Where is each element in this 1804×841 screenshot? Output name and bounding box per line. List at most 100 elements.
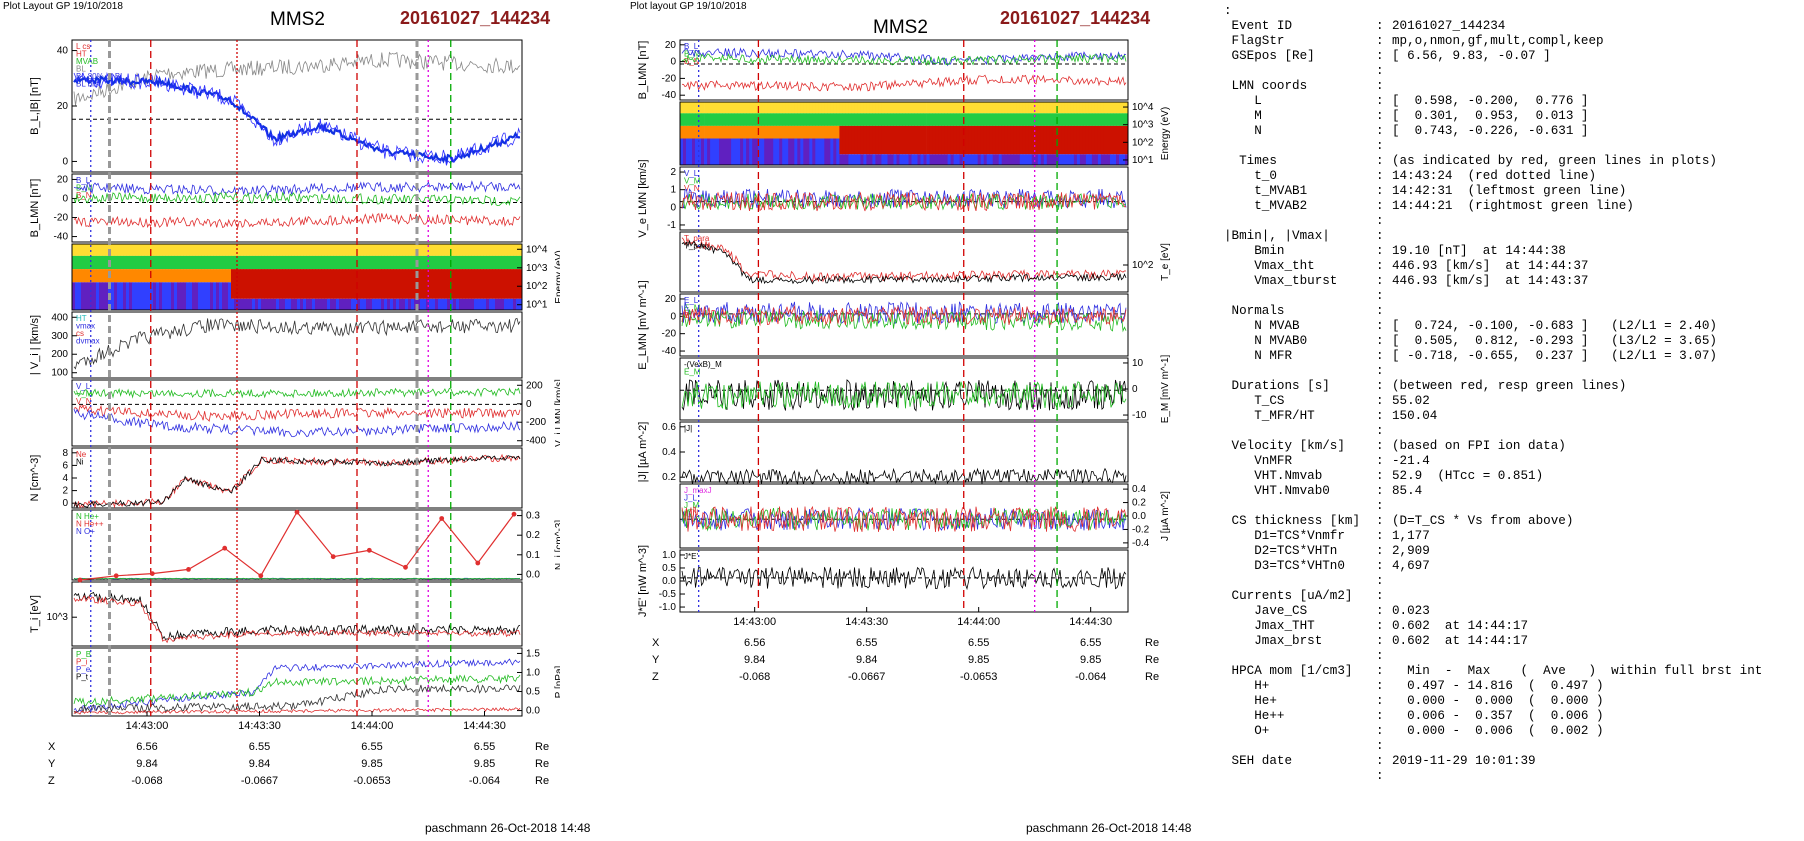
spectrogram-cell [501,255,505,270]
spectrogram-cell [800,125,804,139]
y-tick-label: 0.4 [1132,484,1146,495]
y-tick-label: 10^1 [1132,155,1154,166]
spectrogram-cell [761,113,765,126]
spectrogram-cell [93,269,97,283]
spectrogram-cell [288,269,292,299]
spectrogram-cell [441,255,445,270]
spectrogram-cell [920,154,924,165]
spectrogram-cell [758,113,762,126]
spectrogram-cell [1067,102,1072,114]
spectrogram-cell [435,244,439,256]
info-sep: : [1376,574,1384,588]
spectrogram-cell [501,244,505,256]
trace-line [681,191,1127,212]
y-tick-label: 10^2 [526,281,548,292]
spectrogram-cell [195,269,199,283]
spectrogram-cell [369,269,373,299]
spectrogram-cell [815,113,819,126]
spectrogram-cell [998,102,1003,114]
spectrogram-cell [887,154,891,165]
info-sep: : [1376,694,1384,708]
info-row: VHT.Nmvab:52.9 (HTcc = 0.851) [1224,469,1799,484]
spectrogram-cell [423,255,427,270]
spectrogram-cell [102,269,106,283]
spectrogram-cell [243,269,247,299]
spectrogram-cell [333,269,337,299]
spectrogram-cell [953,154,957,165]
spectrogram-cell [914,113,918,126]
trace-line [73,454,521,509]
spectrogram-cell [854,154,858,165]
spectrogram-cell [279,269,283,299]
spectrogram-cell [480,255,484,270]
spectrogram-cell [246,298,250,310]
spectrogram-cell [707,102,711,114]
spectrogram-cell [369,298,373,310]
spectrogram-cell [81,282,85,310]
spectrogram-cell [198,244,202,256]
spectrogram-cell [510,255,514,270]
spectrogram-cell [222,282,226,310]
spectrogram-cell [378,269,382,299]
spectrogram-cell [81,255,85,270]
y-axis-label: E_LMN [mV m^-1] [637,280,649,370]
info-value: (as indicated by red, green lines in plo… [1392,154,1717,168]
info-sep: : [1376,304,1384,318]
spectrogram-cell [941,125,945,155]
spectrogram-cell [773,125,777,139]
spectrogram-cell [480,298,484,310]
spectrogram-cell [983,154,988,165]
spectrogram-cell [833,102,837,114]
spectrogram-cell [423,244,427,256]
spectrogram-cell [818,113,822,126]
spectrogram-cell [456,244,460,256]
spectrogram-cell [228,244,232,256]
spectrogram-cell [872,154,876,165]
spectrogram-cell [282,255,286,270]
ephemeris-unit: Re [535,758,549,770]
spectrogram-cell [893,125,897,155]
spectrogram-cell [441,244,445,256]
spectrogram-cell [123,269,127,283]
y-axis-label: N_i [cm^-3] [554,520,560,570]
spectrogram-cell [752,138,756,165]
spectrogram-cell [252,269,256,299]
trace-line [681,192,1127,211]
spectrogram-cell [713,102,717,114]
ephemeris-value: 9.84 [744,654,765,666]
info-row: Bmin:19.10 [nT] at 14:44:38 [1224,244,1799,259]
info-key: Velocity [km/s] [1224,439,1345,453]
spectrogram-cell [1019,125,1024,155]
spectrogram-cell [734,113,738,126]
legend-entry: J_L [684,494,697,503]
spectrogram-cell [351,298,355,310]
y-tick-label: 2 [670,167,676,178]
spectrogram-cell [710,138,714,165]
spectrogram-cell [794,125,798,139]
spectrogram-cell [1028,125,1033,155]
spectrogram-cell [938,113,942,126]
info-row: N MVAB0:[ 0.505, 0.812, -0.293 ] (L3/L2 … [1224,334,1799,349]
y-tick-label: -0.5 [659,589,677,600]
spectrogram-cell [701,125,705,139]
spectrogram-cell [1034,102,1039,114]
spectrogram-cell [78,255,82,270]
spectrogram-cell [123,282,127,310]
info-key: Times [1224,154,1277,168]
spectrogram-cell [1034,154,1039,165]
info-row: |Bmin|, |Vmax|: [1224,229,1799,244]
spectrogram-cell [489,255,493,270]
spectrogram-cell [387,298,391,310]
spectrogram-cell [695,138,699,165]
spectrogram-cell [815,125,819,139]
spectrogram-cell [483,298,487,310]
spectrogram-cell [878,125,882,155]
info-value: [ 0.505, 0.812, -0.293 ] (L3/L2 = 3.65) [1392,334,1717,348]
trace-line [681,505,1127,533]
legend-entry: P_t [76,673,89,682]
spectrogram-cell [743,138,747,165]
spectrogram-cell [989,113,994,126]
spectrogram-cell [372,269,376,299]
spectrogram-cell [1028,154,1033,165]
spectrogram-cell [168,269,172,283]
